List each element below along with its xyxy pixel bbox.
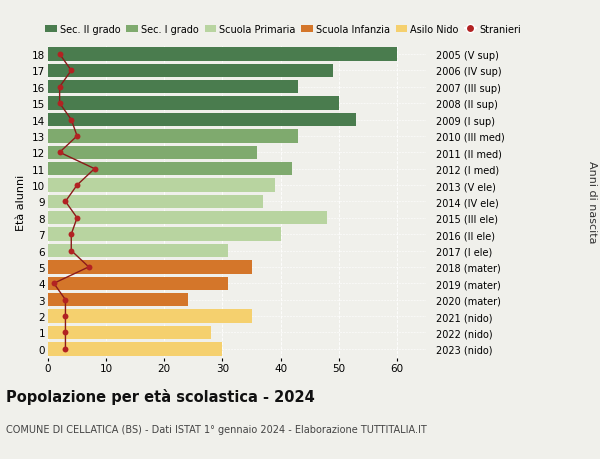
Text: Popolazione per età scolastica - 2024: Popolazione per età scolastica - 2024 [6, 388, 315, 404]
Bar [48, 261, 251, 274]
Bar [48, 113, 356, 127]
Bar [48, 65, 333, 78]
Point [72, 182, 82, 189]
Point [61, 297, 70, 304]
Y-axis label: Età alunni: Età alunni [16, 174, 26, 230]
Point [49, 280, 59, 287]
Point [55, 84, 64, 91]
Bar [48, 277, 228, 291]
Bar [48, 48, 397, 62]
Point [55, 100, 64, 107]
Bar [48, 342, 223, 356]
Point [61, 329, 70, 336]
Point [55, 51, 64, 59]
Text: COMUNE DI CELLATICA (BS) - Dati ISTAT 1° gennaio 2024 - Elaborazione TUTTITALIA.: COMUNE DI CELLATICA (BS) - Dati ISTAT 1°… [6, 425, 427, 435]
Bar [48, 97, 339, 111]
Bar [48, 293, 188, 307]
Bar [48, 130, 298, 143]
Bar [48, 146, 257, 160]
Point [72, 215, 82, 222]
Point [61, 313, 70, 320]
Point [72, 133, 82, 140]
Text: Anni di nascita: Anni di nascita [587, 161, 597, 243]
Bar [48, 195, 263, 209]
Bar [48, 326, 211, 339]
Bar [48, 81, 298, 94]
Bar [48, 228, 281, 241]
Bar [48, 179, 275, 192]
Point [67, 117, 76, 124]
Bar [48, 162, 292, 176]
Point [67, 247, 76, 255]
Point [84, 263, 94, 271]
Point [55, 149, 64, 157]
Bar [48, 310, 251, 323]
Point [61, 198, 70, 206]
Legend: Sec. II grado, Sec. I grado, Scuola Primaria, Scuola Infanzia, Asilo Nido, Stran: Sec. II grado, Sec. I grado, Scuola Prim… [46, 25, 521, 35]
Bar [48, 212, 327, 225]
Point [90, 166, 100, 173]
Bar [48, 244, 228, 257]
Point [61, 345, 70, 353]
Point [67, 67, 76, 75]
Point [67, 231, 76, 238]
